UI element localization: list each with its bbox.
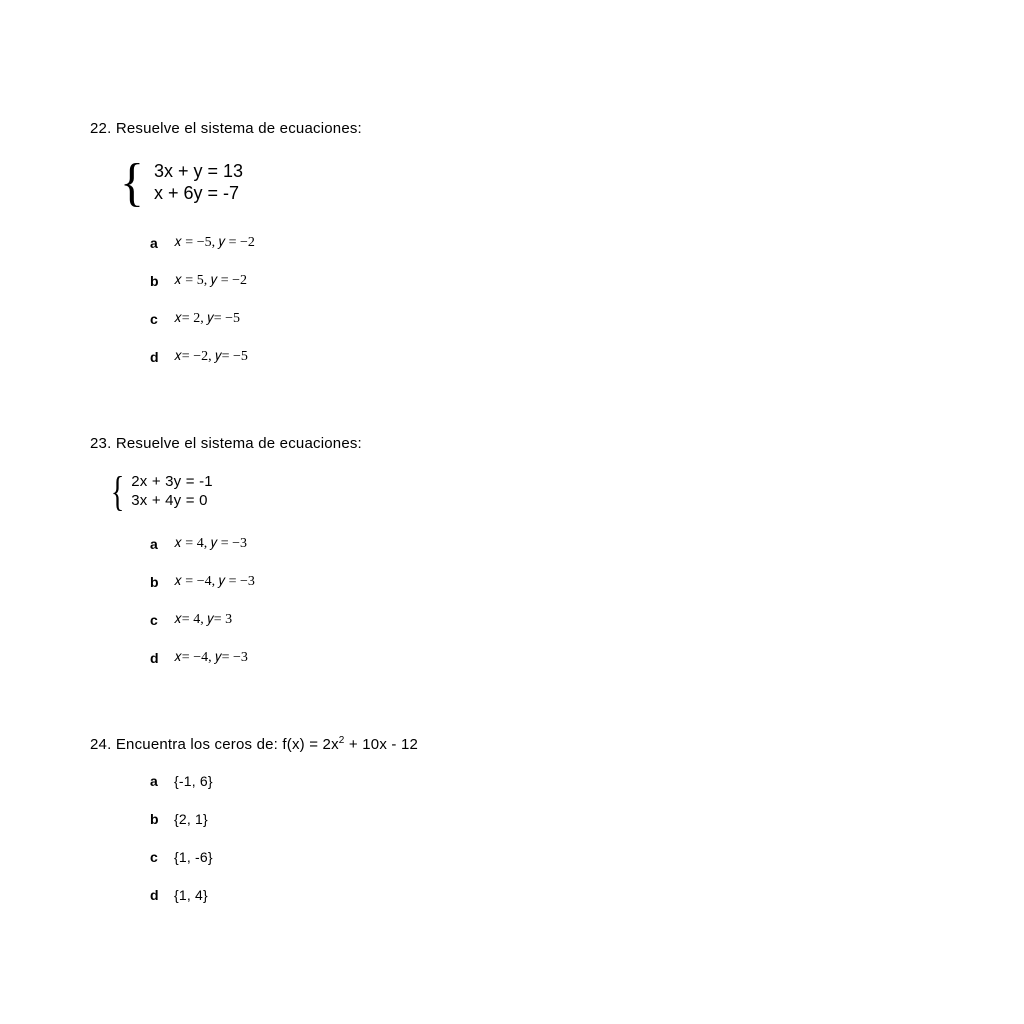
option-text: 𝑥= −2, 𝑦= −5 — [174, 349, 248, 365]
page: 22. Resuelve el sistema de ecuaciones: {… — [0, 0, 1024, 1013]
option-letter: a — [150, 235, 174, 251]
q23-number: 23. — [90, 435, 111, 452]
q22-number: 22. — [90, 120, 111, 137]
option-letter: d — [150, 349, 174, 365]
option-text: 𝑥 = −5, 𝑦 = −2 — [174, 235, 255, 251]
brace-icon: { — [120, 156, 144, 209]
q22-system: { 3x + y = 13 x + 6y = -7 — [120, 157, 934, 207]
q23-prompt-text: Resuelve el sistema de ecuaciones: — [116, 435, 362, 452]
q23-option-b[interactable]: b 𝑥 = −4, 𝑦 = −3 — [150, 574, 934, 590]
option-text: {1, 4} — [174, 887, 208, 903]
option-text: 𝑥 = −4, 𝑦 = −3 — [174, 574, 255, 590]
q22-option-b[interactable]: b 𝑥 = 5, 𝑦 = −2 — [150, 273, 934, 289]
q22-options: a 𝑥 = −5, 𝑦 = −2 b 𝑥 = 5, 𝑦 = −2 c 𝑥= 2,… — [150, 235, 934, 365]
q22-option-c[interactable]: c 𝑥= 2, 𝑦= −5 — [150, 311, 934, 327]
question-24: 24. Encuentra los ceros de: f(x) = 2x2 +… — [90, 736, 934, 903]
question-23-prompt: 23. Resuelve el sistema de ecuaciones: — [90, 435, 934, 452]
option-letter: c — [150, 612, 174, 628]
option-text: 𝑥= −4, 𝑦= −3 — [174, 650, 248, 666]
question-22-prompt: 22. Resuelve el sistema de ecuaciones: — [90, 120, 934, 137]
option-letter: d — [150, 887, 174, 903]
q24-option-c[interactable]: c {1, -6} — [150, 849, 934, 865]
option-text: 𝑥= 2, 𝑦= −5 — [174, 311, 240, 327]
option-text: 𝑥 = 5, 𝑦 = −2 — [174, 273, 247, 289]
question-24-prompt: 24. Encuentra los ceros de: f(x) = 2x2 +… — [90, 736, 934, 753]
question-22: 22. Resuelve el sistema de ecuaciones: {… — [90, 120, 934, 365]
option-text: 𝑥= 4, 𝑦= 3 — [174, 612, 232, 628]
option-letter: a — [150, 773, 174, 789]
q23-option-c[interactable]: c 𝑥= 4, 𝑦= 3 — [150, 612, 934, 628]
q22-eq1: 3x + y = 13 — [154, 160, 243, 183]
q22-option-a[interactable]: a 𝑥 = −5, 𝑦 = −2 — [150, 235, 934, 251]
q24-prompt-text: Encuentra los ceros de: f(x) = 2x2 + 10x… — [116, 736, 418, 753]
q23-eq2: 3x + 4y = 0 — [131, 492, 213, 511]
q24-option-a[interactable]: a {-1, 6} — [150, 773, 934, 789]
option-letter: b — [150, 574, 174, 590]
q24-option-d[interactable]: d {1, 4} — [150, 887, 934, 903]
brace-icon: { — [111, 471, 124, 513]
q23-options: a 𝑥 = 4, 𝑦 = −3 b 𝑥 = −4, 𝑦 = −3 c 𝑥= 4,… — [150, 536, 934, 666]
option-text: {2, 1} — [174, 811, 208, 827]
q23-equations: 2x + 3y = -1 3x + 4y = 0 — [131, 473, 213, 511]
option-letter: a — [150, 536, 174, 552]
option-letter: c — [150, 311, 174, 327]
option-letter: d — [150, 650, 174, 666]
option-text: {1, -6} — [174, 849, 213, 865]
q23-option-d[interactable]: d 𝑥= −4, 𝑦= −3 — [150, 650, 934, 666]
q24-number: 24. — [90, 736, 111, 753]
q23-option-a[interactable]: a 𝑥 = 4, 𝑦 = −3 — [150, 536, 934, 552]
option-letter: c — [150, 849, 174, 865]
q22-prompt-text: Resuelve el sistema de ecuaciones: — [116, 120, 362, 137]
q22-equations: 3x + y = 13 x + 6y = -7 — [154, 160, 243, 205]
option-letter: b — [150, 273, 174, 289]
option-letter: b — [150, 811, 174, 827]
q22-option-d[interactable]: d 𝑥= −2, 𝑦= −5 — [150, 349, 934, 365]
q24-option-b[interactable]: b {2, 1} — [150, 811, 934, 827]
option-text: {-1, 6} — [174, 773, 213, 789]
q24-options: a {-1, 6} b {2, 1} c {1, -6} d {1, 4} — [150, 773, 934, 903]
q23-eq1: 2x + 3y = -1 — [131, 473, 213, 492]
q22-eq2: x + 6y = -7 — [154, 182, 243, 205]
question-23: 23. Resuelve el sistema de ecuaciones: {… — [90, 435, 934, 666]
option-text: 𝑥 = 4, 𝑦 = −3 — [174, 536, 247, 552]
q23-system: { 2x + 3y = -1 3x + 4y = 0 — [108, 472, 934, 512]
